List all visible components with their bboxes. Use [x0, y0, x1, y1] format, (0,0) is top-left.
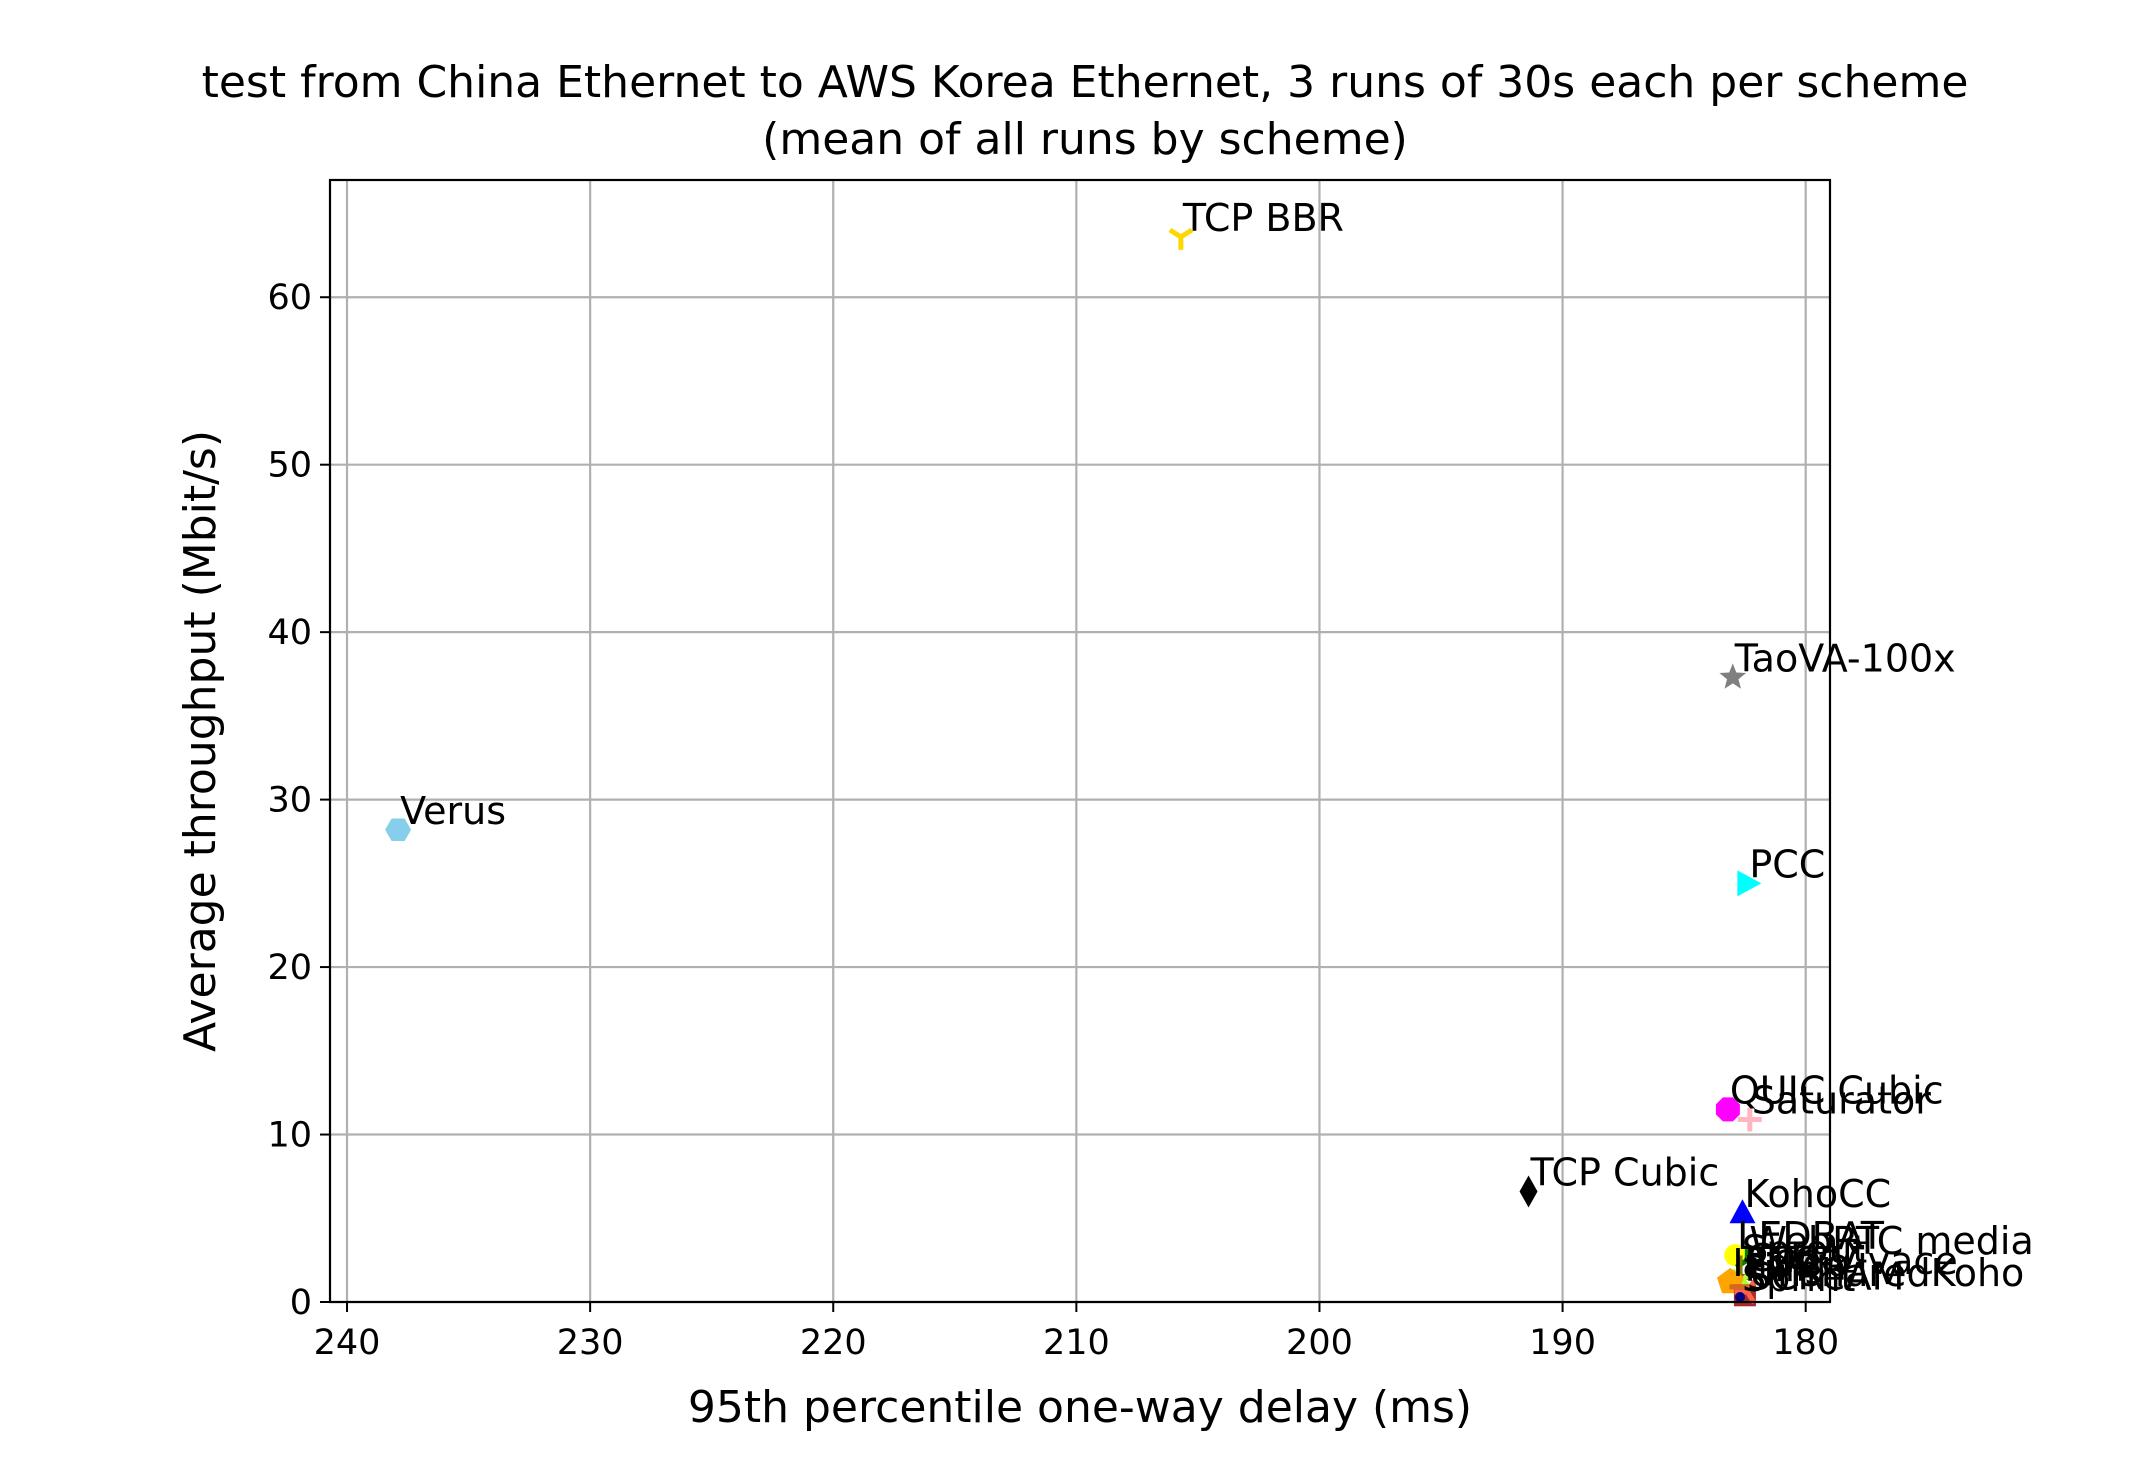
- x-tick-label: 180: [1772, 1323, 1839, 1363]
- data-point: [1737, 870, 1762, 897]
- y-tick-label: 60: [267, 278, 312, 318]
- x-tick-label: 230: [557, 1323, 624, 1363]
- chart-title: test from China Ethernet to AWS Korea Et…: [202, 57, 1969, 108]
- y-tick-label: 30: [267, 781, 312, 821]
- point-label: Copa: [1747, 1236, 1844, 1280]
- data-point: [1735, 1291, 1746, 1302]
- point-label: TaoVA-100x: [1734, 636, 1956, 680]
- y-tick-label: 50: [267, 446, 312, 486]
- point-label: Sprout: [1742, 1228, 1867, 1272]
- point-label: QUIC Cubic: [1730, 1068, 1944, 1112]
- point-label: SCReAM: [1747, 1254, 1905, 1298]
- point-label: Sprint: [1742, 1256, 1855, 1300]
- data-points: [385, 227, 1762, 1307]
- x-tick-label: 200: [1286, 1323, 1353, 1363]
- point-label: KohoCC: [1744, 1172, 1891, 1216]
- axis-ticks: 240 230 220 210 200 190 180 0 10 20 30 40 50 60: [267, 278, 1839, 1363]
- point-label: PCC: [1749, 842, 1825, 886]
- x-tick-label: 220: [800, 1323, 867, 1363]
- point-label: PCC-Vivace: [1744, 1239, 1957, 1283]
- point-label: TCP Cubic: [1530, 1150, 1720, 1194]
- point-label: FillP: [1744, 1246, 1818, 1290]
- data-point: [385, 818, 412, 841]
- data-point: [1729, 1199, 1756, 1224]
- y-axis-label: Average throughput (Mbit/s): [175, 430, 226, 1052]
- chart-subtitle: (mean of all runs by scheme): [762, 114, 1408, 165]
- point-label: Verus: [400, 789, 506, 833]
- data-point: [1719, 663, 1747, 689]
- data-point: [1715, 1097, 1740, 1122]
- x-tick-label: 240: [314, 1323, 381, 1363]
- point-label: LEDBAT: [1737, 1214, 1885, 1258]
- data-point: [1519, 1175, 1538, 1208]
- plot-frame: [328, 178, 1832, 1304]
- point-label: TCP BBR: [1182, 196, 1344, 240]
- data-point: [1737, 1107, 1762, 1132]
- point-labels: TCP BBR TaoVA-100x Verus PCC QUIC CubicSatur…: [400, 196, 2034, 1300]
- point-label: WebRTC media: [1749, 1219, 2033, 1263]
- y-tick-label: 0: [290, 1283, 312, 1323]
- point-label: Saturator: [1752, 1078, 1931, 1122]
- x-axis-label: 95th percentile one-way delay (ms): [688, 1382, 1472, 1433]
- y-tick-label: 20: [267, 948, 312, 988]
- data-point: [1168, 227, 1194, 250]
- x-tick-label: 210: [1043, 1323, 1110, 1363]
- y-tick-label: 10: [267, 1116, 312, 1156]
- x-tick-label: 190: [1529, 1323, 1596, 1363]
- point-label: UnsharedKoho: [1749, 1251, 2024, 1295]
- y-tick-label: 40: [267, 613, 312, 653]
